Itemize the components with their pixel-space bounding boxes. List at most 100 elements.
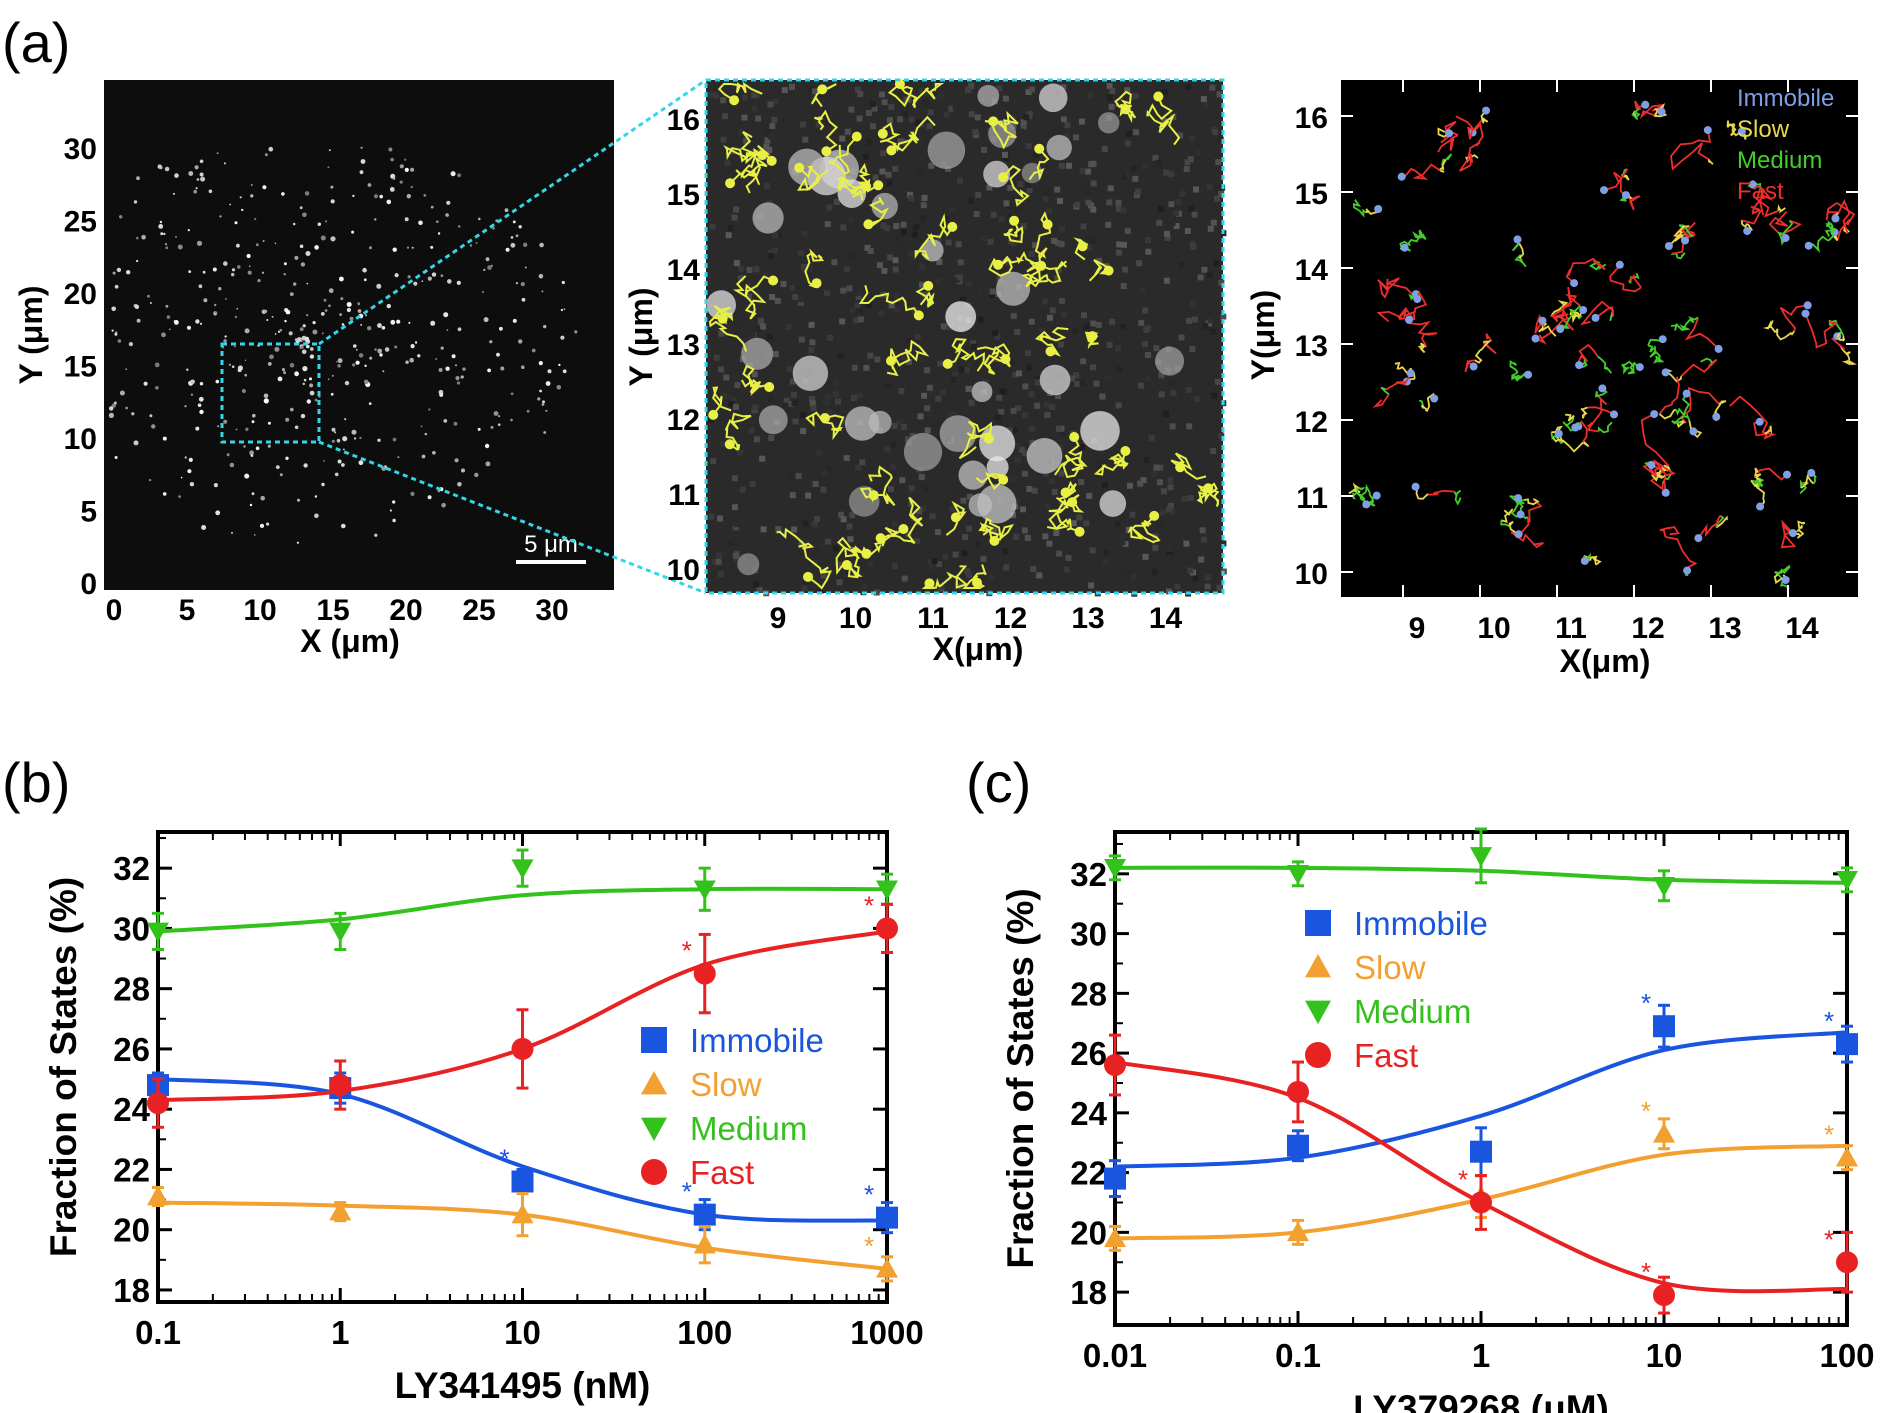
noise-pixel xyxy=(733,403,739,410)
noise-pixel xyxy=(998,216,1005,223)
noise-pixel xyxy=(1013,533,1020,540)
fluorescence-spot xyxy=(574,330,578,334)
legend-label-immobile: Immobile xyxy=(690,1022,824,1059)
fluorescence-spot xyxy=(386,303,391,309)
noise-pixel xyxy=(915,119,922,126)
noise-pixel xyxy=(766,146,773,153)
fluorescence-spot xyxy=(558,363,561,367)
noise-pixel xyxy=(1152,544,1159,551)
noise-pixel xyxy=(1042,298,1049,305)
noise-pixel xyxy=(1105,221,1112,228)
noise-pixel xyxy=(1031,487,1038,494)
noise-pixel xyxy=(1020,506,1026,513)
state-trajectory-segment xyxy=(1407,320,1438,348)
trajectory-endpoint xyxy=(886,145,897,156)
bright-spot xyxy=(968,493,992,517)
fluorescence-spot xyxy=(490,264,493,267)
noise-pixel xyxy=(733,524,739,531)
noise-pixel xyxy=(1028,425,1035,432)
noise-pixel xyxy=(812,481,819,487)
fluorescence-spot xyxy=(475,241,478,244)
noise-pixel xyxy=(886,117,893,124)
noise-pixel xyxy=(833,198,840,205)
noise-pixel xyxy=(918,87,925,94)
fluorescence-spot xyxy=(266,522,270,526)
immobile-significance-mark: * xyxy=(1641,988,1651,1018)
fluorescence-spot xyxy=(294,371,299,377)
noise-pixel xyxy=(800,263,807,270)
noise-pixel xyxy=(1183,540,1190,547)
state-trajectory-segment xyxy=(1455,115,1485,140)
fluorescence-spot xyxy=(264,309,268,313)
noise-pixel xyxy=(856,392,863,399)
noise-pixel xyxy=(917,413,924,420)
fluorescence-spot xyxy=(358,353,364,358)
immobile-point xyxy=(1482,106,1490,115)
immobile-point xyxy=(1737,127,1746,136)
image2-x-tick-label: 9 xyxy=(770,602,787,635)
noise-pixel xyxy=(1090,160,1097,167)
state-frame-ticks xyxy=(1341,80,1858,597)
noise-pixel xyxy=(720,136,727,143)
fluorescence-spot xyxy=(174,173,179,178)
fluorescence-spot xyxy=(328,149,331,152)
noise-pixel xyxy=(998,408,1005,415)
y-tick-label: 26 xyxy=(1070,1035,1107,1072)
fluorescence-spot xyxy=(292,222,296,226)
state-trajectory-segment xyxy=(1437,134,1459,153)
fluorescence-spot xyxy=(521,297,526,302)
noise-pixel xyxy=(881,99,888,106)
noise-pixel xyxy=(994,333,1001,340)
noise-pixel xyxy=(973,211,980,217)
immobile-point xyxy=(1580,556,1589,565)
fluorescence-spot xyxy=(303,378,307,382)
slow-data-point xyxy=(693,1233,716,1254)
noise-pixel xyxy=(1157,464,1164,471)
immobile-point xyxy=(1788,529,1797,538)
fluorescence-spot xyxy=(223,261,228,266)
fluorescence-spot xyxy=(478,217,481,221)
state-trajectory-segment xyxy=(1372,393,1390,408)
noise-pixel xyxy=(890,441,897,448)
noise-pixel xyxy=(802,102,809,108)
fluorescence-spot xyxy=(251,420,255,424)
fluorescence-spot xyxy=(226,453,230,457)
fluorescence-spot xyxy=(392,518,396,523)
noise-pixel xyxy=(1149,565,1155,572)
fluorescence-spot xyxy=(447,279,452,284)
fluorescence-spot xyxy=(460,375,464,379)
fluorescence-spot xyxy=(411,246,414,249)
plot-frame xyxy=(1113,830,1849,1327)
immobile-significance-mark: * xyxy=(864,1180,874,1210)
noise-pixel xyxy=(733,260,740,267)
state-legend-immobile: Immobile xyxy=(1737,85,1834,112)
immobile-data-point xyxy=(876,1206,898,1229)
trajectory xyxy=(814,109,838,153)
noise-pixel xyxy=(772,351,779,358)
noise-pixel xyxy=(847,536,854,543)
fluorescence-spot xyxy=(341,523,346,529)
fluorescence-spot xyxy=(392,177,396,180)
noise-pixel xyxy=(1034,402,1041,409)
noise-pixel xyxy=(1138,319,1145,326)
state-trajectory-segment xyxy=(1376,310,1403,323)
fluorescence-spot xyxy=(414,341,418,344)
immobile-point xyxy=(1755,417,1764,426)
noise-pixel xyxy=(760,526,767,533)
trajectory xyxy=(1088,259,1112,282)
fluorescence-spot xyxy=(309,377,312,381)
fluorescence-spot xyxy=(314,495,318,498)
trajectory xyxy=(958,420,993,460)
noise-pixel xyxy=(847,217,854,224)
state-trajectory-segment xyxy=(1514,254,1527,268)
noise-pixel xyxy=(884,386,891,393)
noise-pixel xyxy=(1095,322,1102,328)
noise-pixel xyxy=(728,400,735,407)
image1-y-tick-label: 30 xyxy=(64,133,97,166)
fluorescence-spot xyxy=(218,287,222,291)
noise-pixel xyxy=(1042,533,1049,540)
noise-pixel xyxy=(715,469,722,476)
fluorescence-spot xyxy=(108,412,114,418)
noise-pixel xyxy=(844,128,851,135)
noise-pixel xyxy=(865,301,872,308)
